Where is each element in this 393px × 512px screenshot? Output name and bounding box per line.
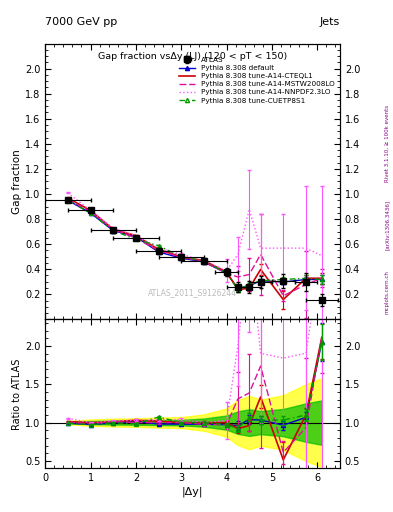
Text: Rivet 3.1.10, ≥ 100k events: Rivet 3.1.10, ≥ 100k events: [385, 105, 389, 182]
Text: 7000 GeV pp: 7000 GeV pp: [45, 16, 118, 27]
Text: [arXiv:1306.3436]: [arXiv:1306.3436]: [385, 200, 389, 250]
Text: Gap fraction vsΔy (LJ) (120 < pT < 150): Gap fraction vsΔy (LJ) (120 < pT < 150): [98, 52, 287, 61]
Text: mcplots.cern.ch: mcplots.cern.ch: [385, 270, 389, 314]
Text: ATLAS_2011_S9126244: ATLAS_2011_S9126244: [148, 288, 237, 297]
Y-axis label: Gap fraction: Gap fraction: [12, 149, 22, 214]
Y-axis label: Ratio to ATLAS: Ratio to ATLAS: [12, 358, 22, 430]
Text: Jets: Jets: [320, 16, 340, 27]
X-axis label: |Δy|: |Δy|: [182, 486, 203, 497]
Legend: ATLAS, Pythia 8.308 default, Pythia 8.308 tune-A14-CTEQL1, Pythia 8.308 tune-A14: ATLAS, Pythia 8.308 default, Pythia 8.30…: [178, 55, 336, 105]
